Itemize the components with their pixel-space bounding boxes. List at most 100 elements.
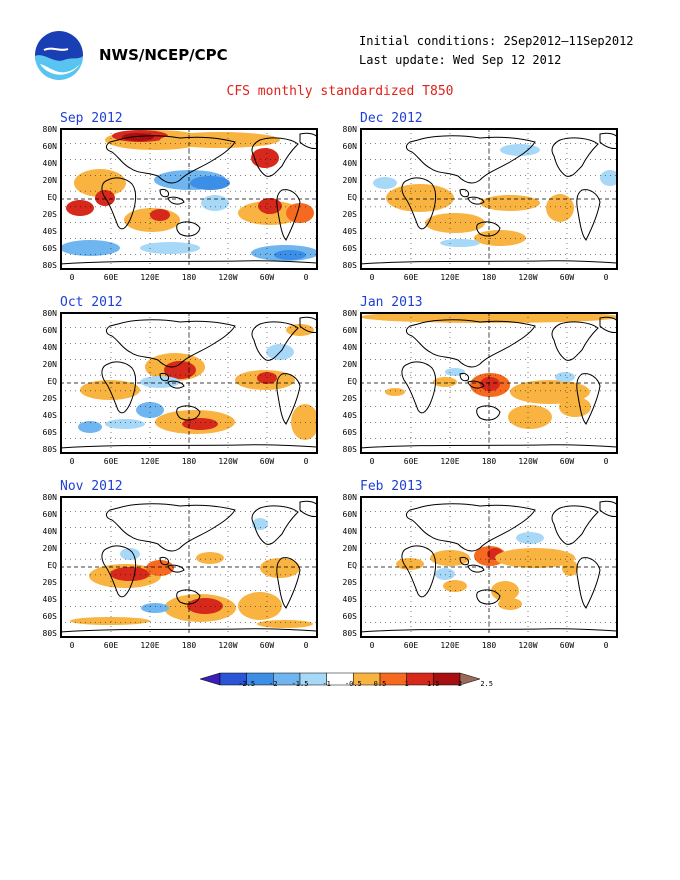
coastline <box>167 380 185 389</box>
coastline <box>101 361 137 414</box>
anomaly-region <box>600 170 618 186</box>
lat-label: 40S <box>342 227 357 236</box>
lat-label: 60N <box>342 510 357 519</box>
lat-label: 40N <box>42 527 57 536</box>
coastline <box>276 557 301 609</box>
lat-label: 80N <box>42 493 57 502</box>
map-panel-jan2013 <box>360 312 618 454</box>
coastline <box>467 380 485 389</box>
panel-border <box>60 496 318 638</box>
lon-label: 120E <box>440 641 460 650</box>
lat-label: 60S <box>342 244 357 253</box>
lon-label: 0 <box>69 641 75 650</box>
lat-label: 20S <box>42 394 57 403</box>
lon-label: 0 <box>303 457 309 466</box>
anomaly-region <box>425 213 485 233</box>
anomaly-region <box>252 518 268 530</box>
anomaly-region <box>480 377 500 391</box>
map-panel-feb2013 <box>360 496 618 638</box>
coastline <box>551 505 599 545</box>
coastline <box>360 628 618 638</box>
lat-label: 80N <box>342 493 357 502</box>
anomaly-region <box>74 169 126 197</box>
lat-label: 20N <box>342 360 357 369</box>
lon-label: 0 <box>603 641 609 650</box>
panel-title-feb2013: Feb 2013 <box>360 479 423 494</box>
anomaly-region <box>559 397 591 417</box>
panel-border <box>60 312 318 454</box>
lat-label: 20N <box>42 360 57 369</box>
lat-label: 40N <box>42 343 57 352</box>
lat-label: 40N <box>342 159 357 168</box>
colorbar-label: -1 <box>322 680 331 688</box>
lon-label: 120W <box>218 273 238 282</box>
coastline <box>176 405 201 421</box>
anomaly-region <box>182 418 218 430</box>
map-panel-sep2012 <box>60 128 318 270</box>
colorbar-arrow-right <box>459 672 480 686</box>
anomaly-region <box>196 552 224 564</box>
anomaly-region <box>433 377 457 387</box>
panel-border <box>60 128 318 270</box>
coastline <box>467 196 485 205</box>
lat-label: 80S <box>42 629 57 638</box>
lon-label: 0 <box>303 641 309 650</box>
lon-label: 60W <box>559 457 575 466</box>
coastline <box>159 373 169 382</box>
anomaly-region <box>396 558 424 570</box>
noaa-logo-icon <box>34 30 84 80</box>
coastline <box>401 361 437 414</box>
coastline <box>405 135 536 184</box>
lon-label: 0 <box>603 273 609 282</box>
lat-label: 40N <box>342 343 357 352</box>
lat-label: 20N <box>42 544 57 553</box>
lon-label: 0 <box>303 273 309 282</box>
lat-label: 80N <box>42 309 57 318</box>
coastline <box>60 444 318 454</box>
lon-label: 60E <box>403 457 419 466</box>
lat-label: 20S <box>42 578 57 587</box>
anomaly-region <box>257 620 313 628</box>
map-panel-oct2012 <box>60 312 318 454</box>
lat-label: 80S <box>42 261 57 270</box>
lon-label: 60E <box>403 273 419 282</box>
panel-title-sep2012: Sep 2012 <box>60 111 123 126</box>
colorbar-label: 2.5 <box>480 680 493 688</box>
coastline <box>551 137 599 177</box>
coastline <box>159 557 169 566</box>
lon-label: 180 <box>481 273 497 282</box>
lat-label: EQ <box>47 193 57 202</box>
coastline <box>299 500 318 517</box>
lat-label: EQ <box>47 561 57 570</box>
org-name: NWS/NCEP/CPC <box>99 46 228 64</box>
coastline <box>176 589 201 605</box>
anomaly-region <box>201 195 229 211</box>
panel-border <box>360 128 618 270</box>
lon-label: 60W <box>259 457 275 466</box>
lon-label: 0 <box>69 457 75 466</box>
lat-label: EQ <box>347 561 357 570</box>
lon-label: 120E <box>140 457 160 466</box>
coastline <box>360 260 618 270</box>
lon-label: 60W <box>559 641 575 650</box>
lat-label: 80N <box>342 309 357 318</box>
lat-label: 60S <box>342 612 357 621</box>
lat-label: 40S <box>342 595 357 604</box>
anomaly-region <box>105 419 145 429</box>
lon-label: 180 <box>181 641 197 650</box>
colorbar-label: -0.5 <box>344 680 362 688</box>
anomaly-region <box>150 209 170 221</box>
colorbar <box>200 672 480 686</box>
lon-label: 120E <box>140 273 160 282</box>
anomaly-region <box>498 598 522 610</box>
coastline <box>105 319 236 368</box>
anomaly-region <box>291 404 318 440</box>
anomaly-region <box>385 388 405 396</box>
anomaly-region <box>508 405 552 429</box>
anomaly-region <box>445 368 465 376</box>
anomaly-region <box>70 617 150 625</box>
lat-label: 20S <box>342 578 357 587</box>
coastline <box>599 132 618 149</box>
anomaly-region <box>500 144 540 156</box>
lon-label: 0 <box>369 273 375 282</box>
